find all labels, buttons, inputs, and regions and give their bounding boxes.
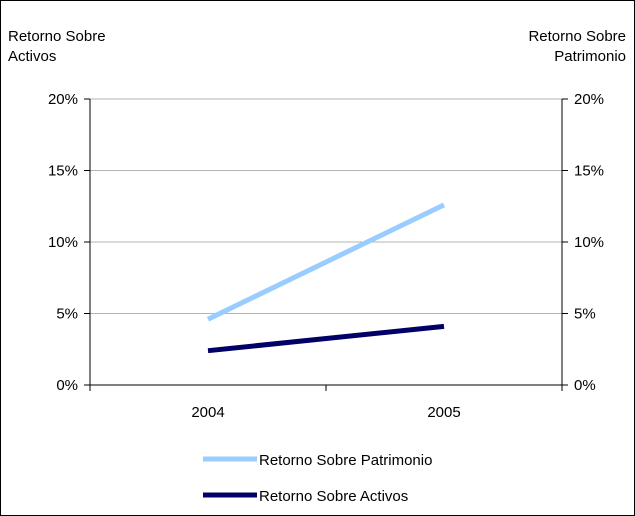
gridlines xyxy=(90,98,562,314)
right-tick-label: 15% xyxy=(574,163,604,180)
right-axis-title-line-2: Patrimonio xyxy=(554,48,626,65)
right-axis-title-line-1: Retorno Sobre xyxy=(528,28,626,45)
left-tick-label: 10% xyxy=(48,234,78,251)
left-tick-label: 20% xyxy=(48,91,78,108)
left-axis-title-line-2: Activos xyxy=(8,48,56,65)
left-axis-title-line-1: Retorno Sobre xyxy=(8,28,106,45)
right-tick-label: 5% xyxy=(574,306,596,323)
legend-label: Retorno Sobre Patrimonio xyxy=(259,452,432,469)
left-tick-label: 15% xyxy=(48,163,78,180)
x-tick-label: 2004 xyxy=(191,404,224,421)
series-line-retorno-patrimonio xyxy=(206,202,446,322)
legend-label: Retorno Sobre Activos xyxy=(259,488,408,505)
axes xyxy=(84,98,568,391)
right-tick-label: 10% xyxy=(574,234,604,251)
tick-labels: 0% 5% 10% 15% 20% 0% 5% 10% 15% 20% 2004 2005 xyxy=(48,91,604,421)
series-line-retorno-activos xyxy=(207,323,445,354)
x-tick-label: 2005 xyxy=(427,404,460,421)
left-tick-label: 0% xyxy=(56,377,78,394)
right-tick-label: 0% xyxy=(574,377,596,394)
right-tick-label: 20% xyxy=(574,91,604,108)
legend: Retorno Sobre Patrimonio Retorno Sobre Ac… xyxy=(203,452,432,505)
left-tick-label: 5% xyxy=(56,306,78,323)
data-series xyxy=(206,202,446,354)
